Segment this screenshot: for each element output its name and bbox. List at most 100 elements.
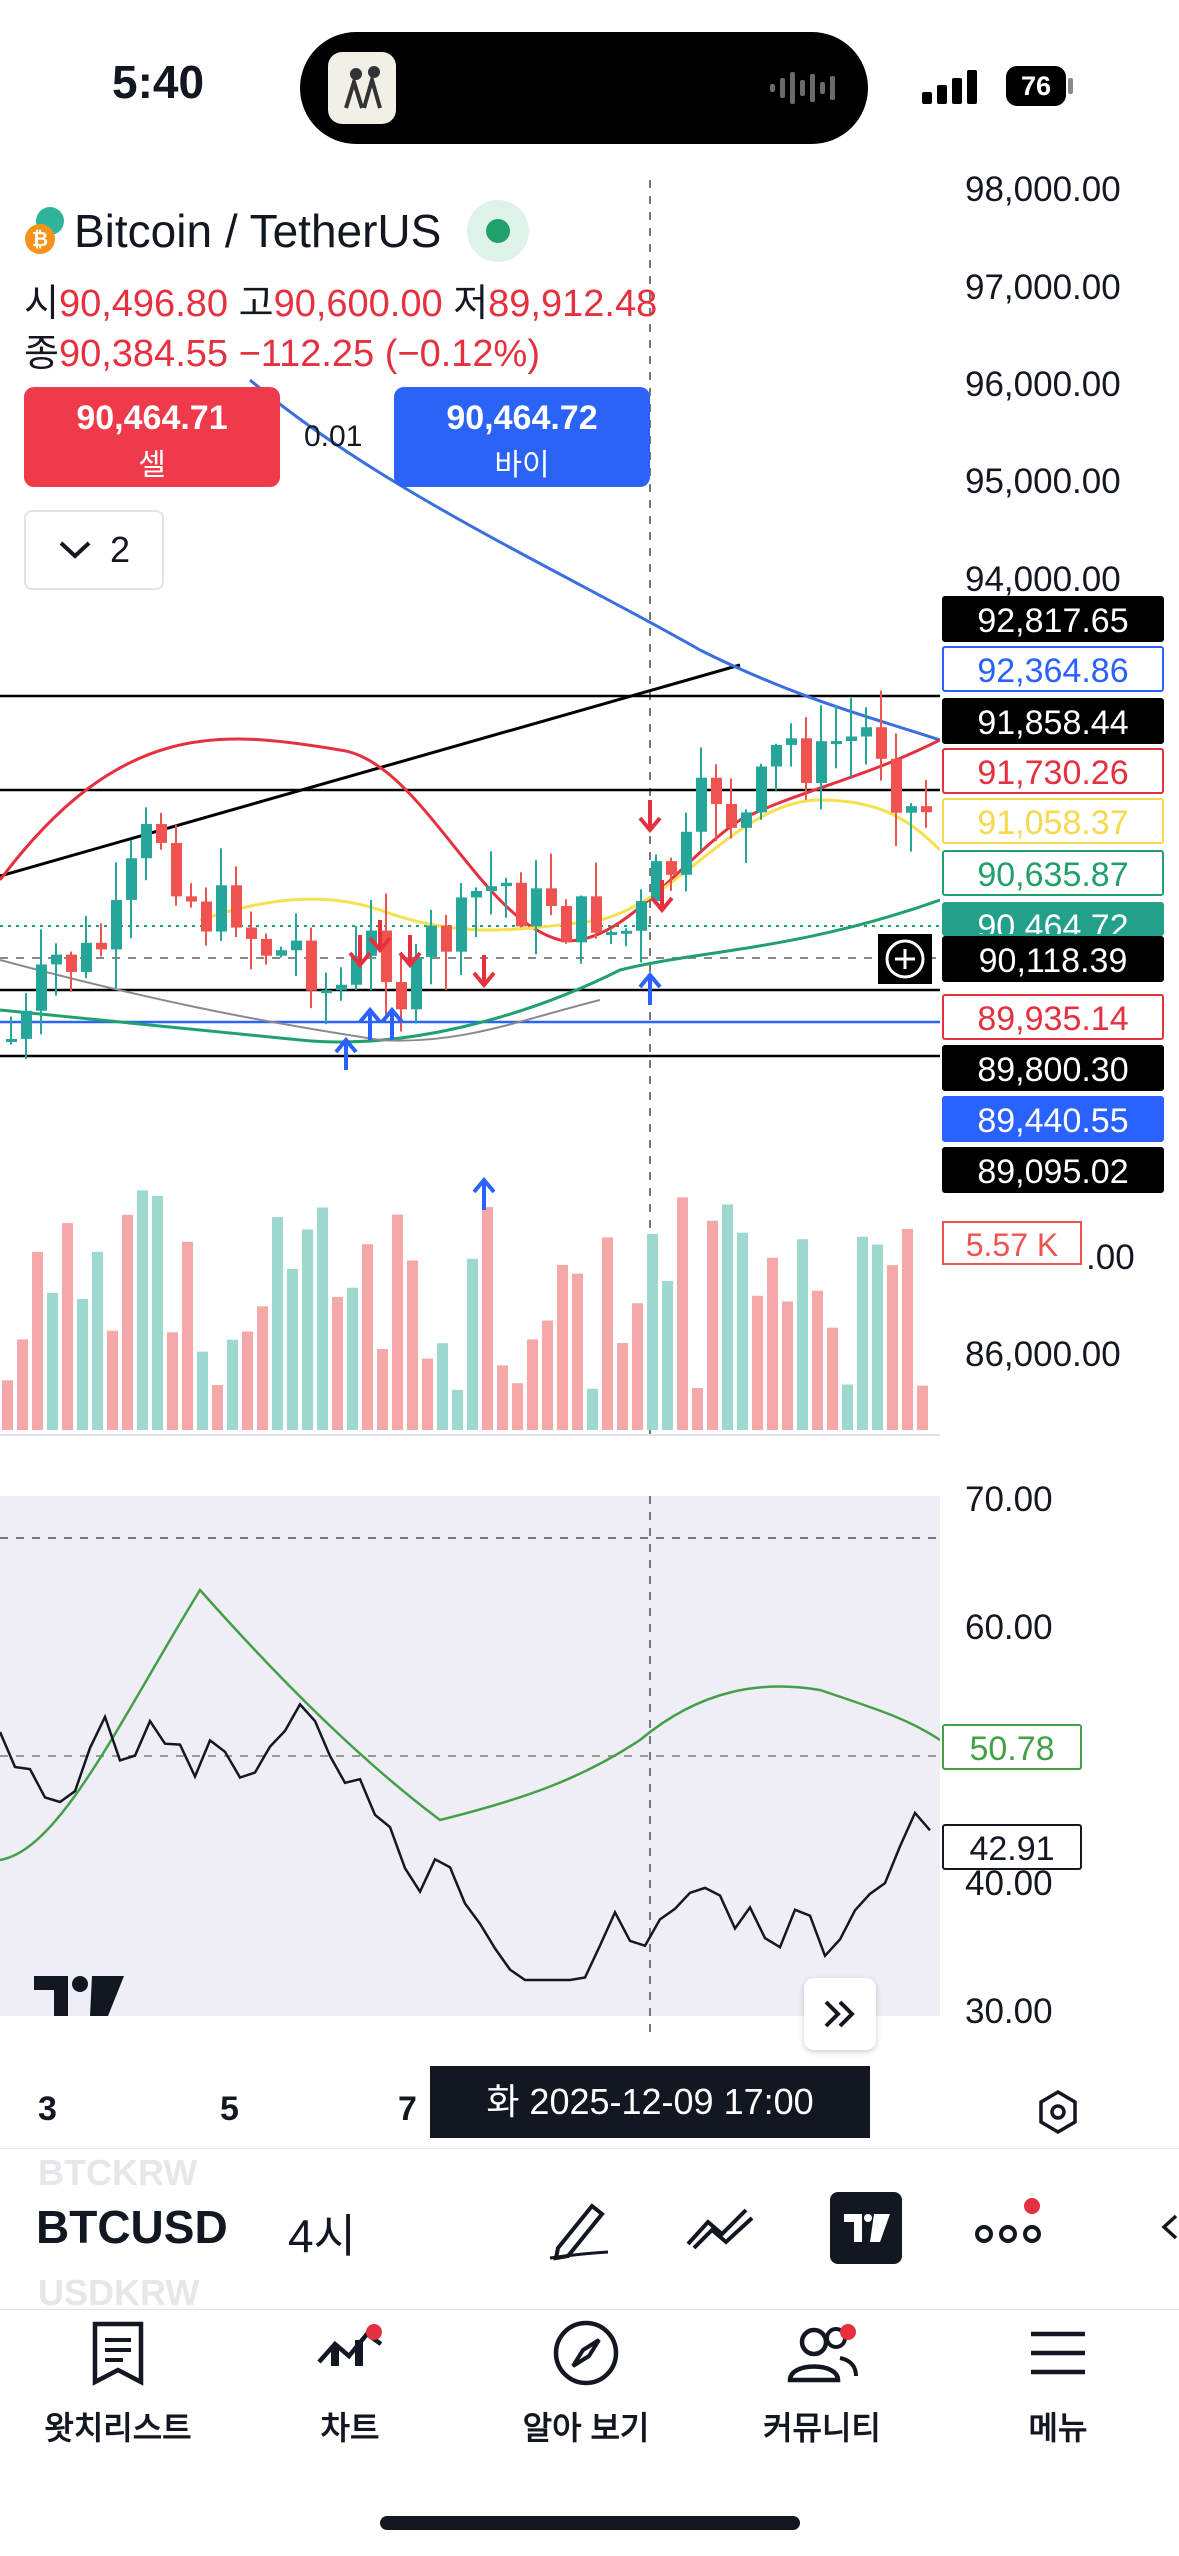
- volume-bar: [347, 1287, 358, 1430]
- volume-bar: [47, 1292, 58, 1430]
- candle-body: [261, 938, 272, 956]
- candle-body: [756, 766, 767, 813]
- sell-price: 90,464.71: [76, 399, 228, 437]
- candle-body: [666, 861, 677, 875]
- buy-signal-arrow: [638, 971, 662, 1005]
- volume-bar: [752, 1295, 763, 1430]
- tradingview-button[interactable]: [830, 2192, 902, 2264]
- volume-bar: [782, 1301, 793, 1430]
- candle-body: [336, 984, 347, 991]
- add-alert-button[interactable]: [878, 934, 932, 984]
- tab-watchlist[interactable]: 왓치리스트: [18, 2318, 218, 2449]
- now-playing-thumbnail: [328, 52, 396, 124]
- candle-body: [141, 824, 152, 859]
- notification-dot: [366, 2324, 382, 2340]
- volume-bar: [332, 1296, 343, 1430]
- rsi-line: [0, 1702, 931, 1982]
- volume-bar: [647, 1233, 658, 1430]
- plus-circle-icon: [885, 939, 925, 979]
- candle-body: [171, 842, 182, 897]
- rsi-chart: [0, 1496, 940, 2040]
- candle-body: [21, 1010, 32, 1039]
- volume-bar: [302, 1229, 313, 1430]
- symbol-header[interactable]: ₿ Bitcoin / TetherUS: [24, 200, 530, 262]
- volume-bar: [512, 1383, 523, 1430]
- more-options-icon[interactable]: [974, 2210, 1044, 2250]
- drawing-tool-icon[interactable]: [546, 2196, 612, 2262]
- volume-bar: [602, 1237, 613, 1430]
- price-tag: 91,058.37: [942, 798, 1164, 844]
- collapse-toolbar-icon[interactable]: [1152, 2212, 1179, 2242]
- moving-average-grey: [0, 959, 601, 1042]
- candle-body: [291, 940, 302, 951]
- volume-bar: [272, 1217, 283, 1430]
- indicators-icon[interactable]: [686, 2204, 756, 2254]
- chart-toolbar: [0, 2148, 1179, 2310]
- price-axis-label: 98,000.00: [965, 170, 1121, 209]
- sell-signal-arrow: [368, 920, 392, 954]
- candle-body: [201, 901, 212, 932]
- candle-body: [246, 927, 257, 939]
- tradingview-logo-icon: [34, 1976, 124, 2016]
- candle-body: [426, 925, 437, 957]
- buy-price: 90,464.72: [446, 399, 598, 437]
- price-tag: 90,635.87: [942, 850, 1164, 896]
- rsi-axis-label: 70.00: [965, 1480, 1053, 1519]
- volume-bar: [422, 1358, 433, 1430]
- tab-community[interactable]: 커뮤니티: [722, 2318, 922, 2449]
- volume-bar: [872, 1244, 883, 1430]
- sell-signal-arrow: [650, 880, 674, 914]
- spread-value: 0.01: [304, 420, 363, 453]
- sell-signal-arrow: [472, 955, 496, 989]
- buy-button[interactable]: 90,464.72 바이: [394, 387, 650, 487]
- candle-body: [696, 777, 707, 832]
- candle-body: [846, 736, 857, 742]
- symbol-picker-previous[interactable]: BTCKRW: [38, 2152, 198, 2193]
- status-time: 5:40: [112, 56, 205, 108]
- interval-picker[interactable]: 4시: [288, 2210, 356, 2262]
- open-label: 시: [24, 283, 59, 325]
- tab-menu[interactable]: 메뉴: [958, 2318, 1158, 2449]
- candle-body: [186, 896, 197, 902]
- sell-signal-arrow: [398, 935, 422, 969]
- chevron-down-icon: [59, 541, 91, 559]
- candle-body: [36, 964, 47, 1011]
- volume-bar: [2, 1380, 13, 1430]
- volume-bar: [152, 1195, 163, 1430]
- volume-bar: [167, 1332, 178, 1430]
- buy-signal-arrow: [380, 1006, 404, 1040]
- crosshair-date-label: 화 2025-12-09 17:00: [430, 2066, 870, 2138]
- rsi-ma-tag: 50.78: [942, 1724, 1082, 1770]
- candle-body: [471, 890, 482, 898]
- sell-button[interactable]: 90,464.71 셀: [24, 387, 280, 487]
- candle-body: [741, 812, 752, 828]
- candle-body: [606, 932, 617, 936]
- sell-label: 셀: [138, 449, 166, 482]
- price-chart[interactable]: [0, 160, 940, 1440]
- chart-settings-icon[interactable]: [1034, 2088, 1082, 2136]
- price-axis-label: 95,000.00: [965, 462, 1121, 501]
- scroll-to-realtime-button[interactable]: [804, 1978, 876, 2050]
- candle-body: [276, 950, 287, 956]
- time-axis-label: 7: [398, 2090, 417, 2128]
- notification-dot: [1024, 2198, 1040, 2214]
- volume-bar: [557, 1264, 568, 1430]
- candle-body: [156, 824, 167, 843]
- volume-bar: [632, 1303, 643, 1430]
- indicators-collapse-button[interactable]: 2: [24, 510, 164, 590]
- candle-body: [66, 954, 77, 972]
- candle-body: [531, 888, 542, 927]
- candle-body: [381, 930, 392, 983]
- candle-body: [561, 905, 572, 943]
- candle-body: [351, 955, 362, 985]
- price-axis-label: 86,000.00: [965, 1335, 1121, 1374]
- volume-bar: [287, 1268, 298, 1430]
- symbol-picker[interactable]: BTCUSD: [36, 2201, 228, 2253]
- tab-chart[interactable]: 차트: [250, 2318, 450, 2449]
- tab-explore[interactable]: 알아 보기: [486, 2318, 686, 2449]
- symbol-picker-next[interactable]: USDKRW: [38, 2272, 200, 2313]
- candle-body: [216, 885, 227, 932]
- candle-body: [321, 990, 332, 994]
- volume-bar: [17, 1339, 28, 1430]
- volume-bar: [392, 1214, 403, 1430]
